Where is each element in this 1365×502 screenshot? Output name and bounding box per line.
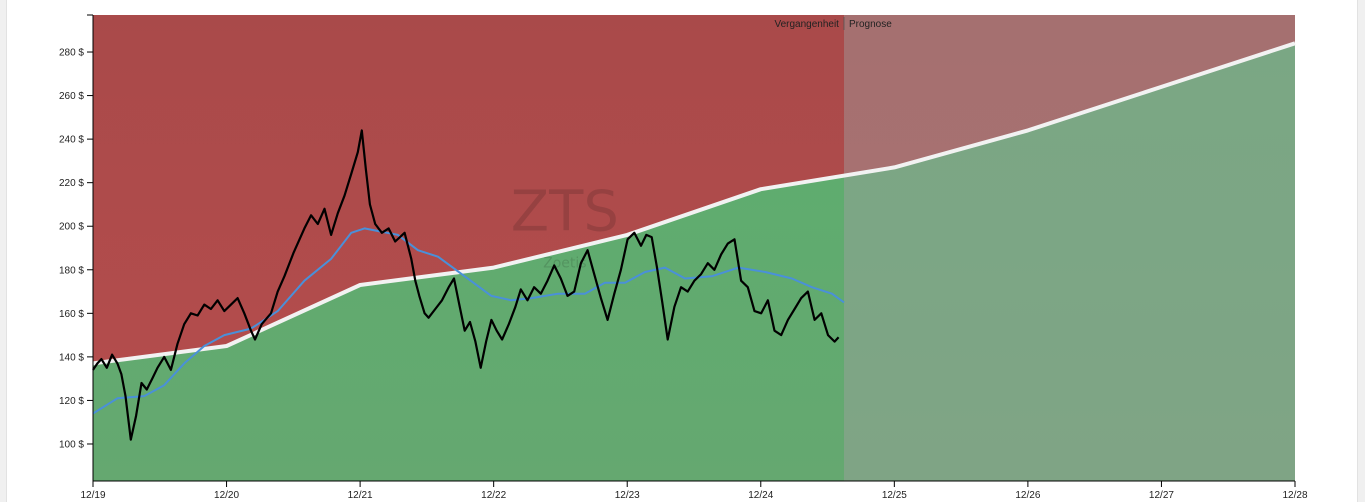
y-tick-label: 100 $ — [59, 439, 84, 450]
y-tick-label: 240 $ — [59, 135, 84, 146]
y-tick-label: 200 $ — [59, 222, 84, 233]
x-tick-label: 12/22 — [481, 490, 506, 501]
y-tick-label: 260 $ — [59, 91, 84, 102]
fair-value-line — [92, 41, 1296, 366]
x-tick-label: 12/23 — [615, 490, 640, 501]
price-line — [92, 129, 840, 441]
x-tick-label: 12/28 — [1282, 490, 1307, 501]
x-tick-label: 12/25 — [882, 490, 907, 501]
y-tick-label: 280 $ — [59, 48, 84, 59]
y-tick-label: 180 $ — [59, 265, 84, 276]
forecast-overlay — [843, 15, 1295, 481]
phase-label-past: Vergangenheit — [774, 19, 839, 30]
x-tick-label: 12/20 — [214, 490, 239, 501]
x-tick-label: 12/21 — [348, 490, 373, 501]
y-tick-label: 120 $ — [59, 396, 84, 407]
x-tick-label: 12/26 — [1015, 490, 1040, 501]
x-tick-label: 12/27 — [1149, 490, 1174, 501]
overvalued-zone — [93, 15, 1295, 364]
y-tick-label: 140 $ — [59, 352, 84, 363]
chart-card: ZTS Zoetis Vergangenheit Prognose 100 $120 $… — [6, 0, 1358, 502]
watermark-ticker: ZTS — [511, 180, 619, 245]
phase-label-forecast: Prognose — [849, 19, 892, 30]
moving-average-line — [92, 227, 845, 415]
x-tick-label: 12/19 — [80, 490, 105, 501]
y-tick-label: 160 $ — [59, 309, 84, 320]
y-tick-label: 220 $ — [59, 178, 84, 189]
undervalued-zone — [93, 43, 1295, 482]
x-tick-label: 12/24 — [748, 490, 773, 501]
